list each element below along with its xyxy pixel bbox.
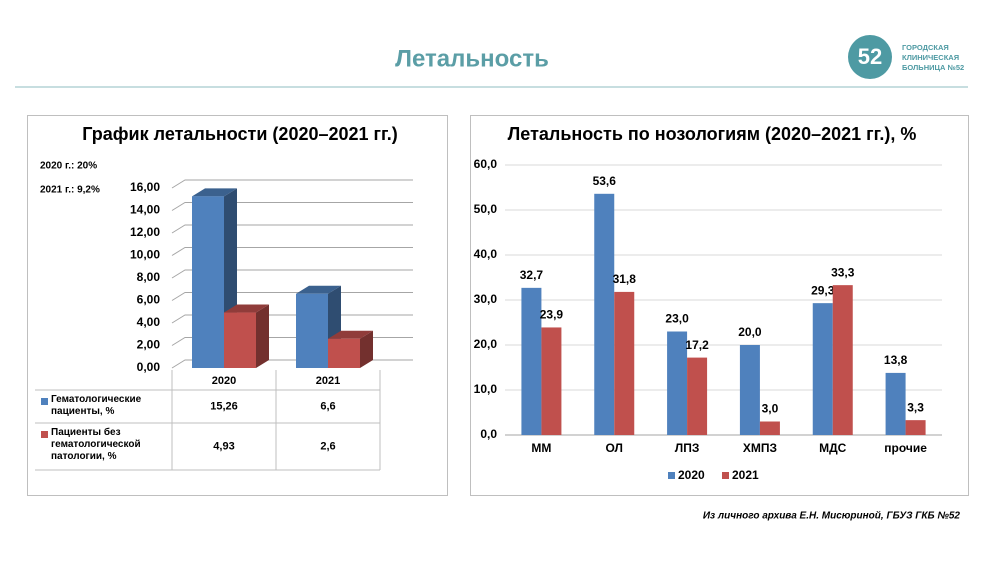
bar-top [224,304,269,313]
chart-note: 2020 г.: 20% [40,161,97,172]
chart-title: График летальности (2020–2021 гг.) [82,124,397,144]
y-tick-label: 14,00 [130,203,160,217]
y-tick-label: 10,00 [130,248,160,262]
y-tick-label: 40,0 [474,247,498,261]
bar [832,285,853,435]
grid-line [171,202,413,211]
y-tick-label: 10,0 [474,382,498,396]
bar-side [256,304,269,368]
chart-title: Летальность по нозологиям (2020–2021 гг.… [508,124,917,144]
chart-note: 2021 г.: 9,2% [40,185,100,196]
logo-mark: 52 [858,44,882,69]
bar [905,420,926,435]
legend-label: 2020 [678,468,705,482]
y-tick-label: 0,0 [480,427,497,441]
legend-swatch [41,431,48,438]
x-tick-label: ММ [531,441,551,455]
bar [739,345,760,435]
table-value: 6,6 [320,400,335,412]
x-tick-label: прочие [884,441,927,455]
value-label: 33,3 [831,265,855,279]
legend-label: Гематологические пациенты, % [51,394,142,417]
y-tick-label: 6,00 [137,293,161,307]
y-tick-label: 8,00 [137,270,161,284]
table-value: 4,93 [213,440,234,452]
bar [296,293,328,368]
logo-text: КЛИНИЧЕСКАЯ [902,53,959,62]
value-label: 23,0 [665,312,689,326]
value-label: 53,6 [593,174,617,188]
bar-top [296,285,341,294]
y-tick-label: 4,00 [137,315,161,329]
legend-swatch [668,472,675,479]
value-label: 17,2 [685,338,709,352]
bar [521,287,542,435]
bar [885,372,906,435]
table-value: 2,6 [320,440,335,452]
bar [812,303,833,435]
bar [759,421,780,435]
y-tick-label: 20,0 [474,337,498,351]
y-tick-label: 12,00 [130,225,160,239]
x-tick-label: ХМПЗ [743,441,777,455]
bar [541,327,562,435]
value-label: 23,9 [540,308,564,322]
value-label: 20,0 [738,325,762,339]
legend-swatch [722,472,729,479]
panel [27,115,448,496]
grid-line [171,179,413,189]
slide-title: Летальность [395,45,549,72]
table-value: 15,26 [210,400,238,412]
x-tick-label: ОЛ [606,441,623,455]
bar [328,338,360,368]
legend-swatch [41,398,48,405]
bar [224,312,256,368]
x-tick-label: ЛПЗ [675,441,700,455]
y-tick-label: 30,0 [474,292,498,306]
y-tick-label: 16,00 [130,180,160,194]
logo-text: БОЛЬНИЦА №52 [902,63,964,72]
value-label: 29,3 [811,283,835,297]
bar [594,193,615,435]
bar [614,291,635,435]
grid-line [171,224,413,234]
value-label: 13,8 [884,353,908,367]
value-label: 32,7 [520,268,544,282]
logo-circle [848,35,892,79]
x-tick-label: МДС [819,441,847,455]
y-tick-label: 60,0 [474,157,498,171]
x-tick-label: 2020 [212,375,236,387]
bar [687,357,708,435]
bar [667,331,688,435]
bar-top [328,330,373,339]
bar [192,196,224,368]
legend-label: 2021 [732,468,759,482]
y-tick-label: 2,00 [137,338,161,352]
logo-text: ГОРОДСКАЯ [902,43,949,52]
panel [470,115,969,496]
legend-label: Пациенты без гематологической патологии,… [51,427,141,462]
grid-line [171,269,413,279]
y-tick-label: 0,00 [137,360,161,374]
grid-line [171,247,413,256]
bar-side [360,330,373,368]
value-label: 3,3 [907,400,924,414]
value-label: 31,8 [613,272,637,286]
bar-top [192,188,237,197]
value-label: 3,0 [762,402,779,416]
y-tick-label: 50,0 [474,202,498,216]
x-tick-label: 2021 [316,375,340,387]
footer-note: Из личного архива Е.Н. Мисюриной, ГБУЗ Г… [703,511,961,522]
